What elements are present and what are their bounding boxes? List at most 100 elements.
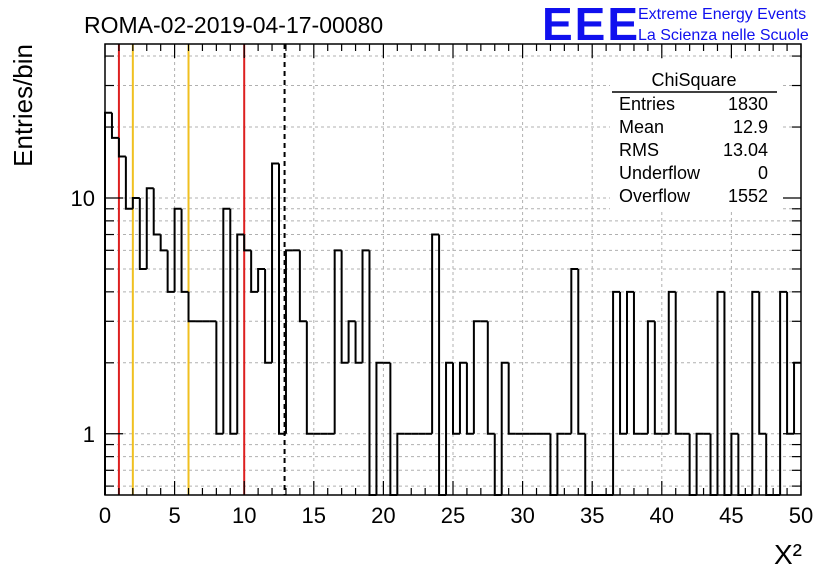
x-tick-label: 5 <box>168 503 180 528</box>
histogram-bin <box>396 432 405 495</box>
stats-label-entries: Entries <box>619 94 675 114</box>
histogram-bin <box>619 291 627 435</box>
y-tick-label: 10 <box>71 186 95 211</box>
histogram-bin <box>577 268 586 435</box>
histogram-bin <box>131 197 140 209</box>
eee-logo-line2: La Scienza nelle Scuole <box>638 27 809 44</box>
histogram-bin <box>117 137 126 158</box>
histogram-bin <box>257 267 266 292</box>
histogram-bin <box>375 361 384 495</box>
histogram-bin <box>138 198 147 270</box>
histogram-bars <box>104 111 801 496</box>
histogram-bin <box>465 362 474 435</box>
eee-logo-letters: EEE <box>542 0 640 50</box>
histogram-bin <box>612 290 621 495</box>
x-tick-label: 20 <box>371 503 395 528</box>
histogram-bin <box>431 233 440 434</box>
histogram-bin <box>779 290 788 495</box>
histogram-bin <box>646 320 655 434</box>
histogram-bin <box>145 187 154 269</box>
eee-logo-line1: Extreme Energy Events <box>638 6 806 23</box>
histogram-bin <box>389 362 398 496</box>
x-tick-label: 10 <box>232 503 256 528</box>
histogram-bin <box>152 188 161 236</box>
histogram-bin <box>187 291 196 323</box>
histogram-bin <box>243 234 252 252</box>
histogram-bin <box>486 321 495 435</box>
x-axis-label: X² <box>774 539 802 570</box>
stats-label-rms: RMS <box>619 140 659 160</box>
x-tick-label: 15 <box>302 503 326 528</box>
histogram-bin <box>166 250 175 293</box>
histogram-bin <box>333 249 342 434</box>
histogram-bin <box>159 234 168 252</box>
histogram-bin <box>340 250 349 364</box>
x-tick-label: 40 <box>650 503 674 528</box>
stats-value-entries: 1830 <box>728 94 768 114</box>
stats-value-underflow: 0 <box>758 163 768 183</box>
histogram-bin <box>472 320 481 434</box>
histogram-bin <box>173 207 182 292</box>
axis-ticks: 0 5 10 15 20 25 30 35 40 45 50 1 10 <box>71 44 813 528</box>
histogram-bin <box>236 233 245 434</box>
histogram-bin <box>500 361 509 495</box>
stats-label-mean: Mean <box>619 117 664 137</box>
x-tick-label: 25 <box>441 503 465 528</box>
histogram-bin <box>180 208 189 293</box>
histogram-bin <box>458 361 467 434</box>
x-tick-label: 0 <box>99 503 111 528</box>
histogram-bin <box>674 291 683 435</box>
eee-logo: EEE Extreme Energy Events La Scienza nel… <box>542 0 809 50</box>
histogram-bin <box>695 432 704 495</box>
histogram-bin <box>445 361 453 495</box>
stats-box-title: ChiSquare <box>651 70 736 90</box>
histogram-bin <box>215 321 224 435</box>
stats-box: ChiSquare Entries 1830 Mean 12.9 RMS 13.… <box>610 62 780 212</box>
y-axis-label: Entries/bin <box>8 44 38 167</box>
histogram-bin <box>556 432 565 495</box>
histogram-bin <box>124 156 133 210</box>
reference-lines <box>117 44 286 495</box>
histogram-bin <box>758 291 767 435</box>
x-tick-label: 50 <box>789 503 813 528</box>
y-tick-label: 1 <box>83 422 95 447</box>
histogram-bin <box>751 290 760 495</box>
histogram-bin <box>653 321 662 435</box>
stats-value-rms: 13.04 <box>723 140 768 160</box>
histogram-bin <box>570 267 579 434</box>
histogram-bin <box>305 321 314 435</box>
histogram-bin <box>271 162 279 363</box>
histogram-bin <box>507 362 516 435</box>
histogram-bin <box>368 250 377 496</box>
histogram-bin <box>264 268 273 364</box>
histogram-bin <box>298 250 307 323</box>
histogram-bin <box>632 291 641 435</box>
histogram-bin <box>222 207 231 434</box>
histogram-bin <box>626 290 634 434</box>
stats-label-underflow: Underflow <box>619 163 701 183</box>
stats-box-background <box>610 62 780 212</box>
run-title: ROMA-02-2019-04-17-00080 <box>84 12 383 38</box>
histogram-bin <box>730 432 739 495</box>
stats-label-overflow: Overflow <box>619 186 691 206</box>
histogram-bin <box>723 291 732 496</box>
histogram-bin <box>110 112 119 139</box>
histogram-bin <box>250 250 259 293</box>
x-tick-label: 35 <box>580 503 604 528</box>
histogram-bin <box>667 290 676 434</box>
histogram-bin <box>278 163 286 435</box>
stats-value-mean: 12.9 <box>733 117 768 137</box>
histogram-bin <box>229 208 238 435</box>
x-tick-label: 45 <box>719 503 743 528</box>
histogram-bin <box>452 362 460 435</box>
histogram-bin <box>716 290 725 495</box>
histogram-bin <box>284 249 293 434</box>
histogram-bin <box>438 234 447 496</box>
histogram-bin <box>361 249 370 363</box>
histogram-bin <box>793 361 801 434</box>
histogram-bin <box>347 320 356 363</box>
stats-value-overflow: 1552 <box>728 186 768 206</box>
histogram-bin <box>354 321 363 364</box>
x-tick-label: 30 <box>510 503 534 528</box>
